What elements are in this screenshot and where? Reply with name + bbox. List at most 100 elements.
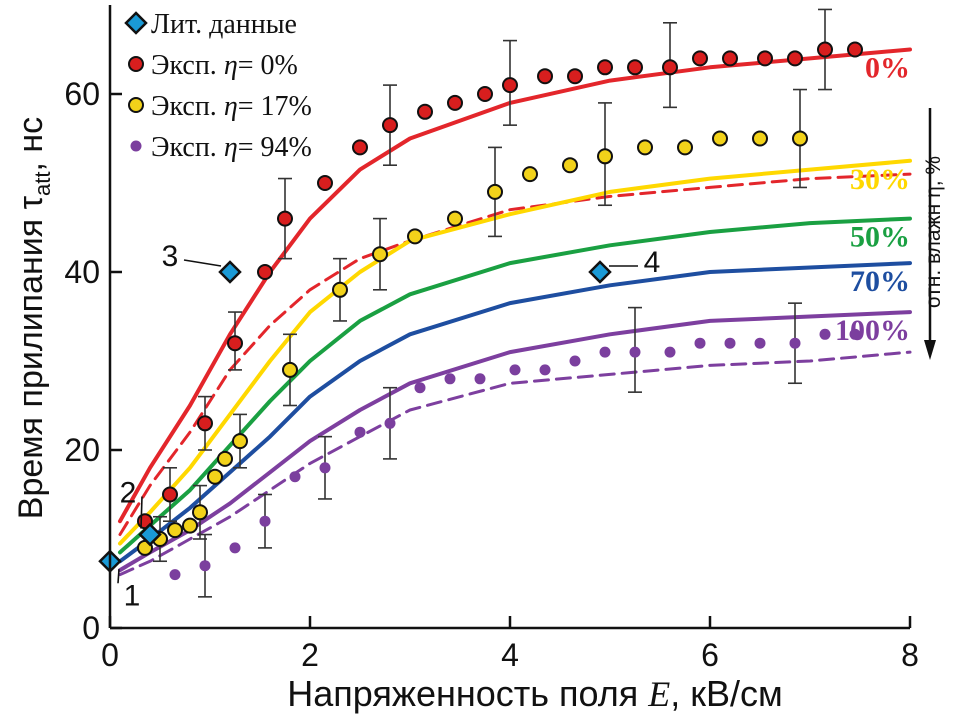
data-point bbox=[354, 426, 366, 438]
data-point bbox=[352, 139, 368, 156]
y-axis-label: Время прилипания τatt, нс bbox=[12, 117, 55, 519]
literature-point bbox=[138, 522, 162, 547]
data-point bbox=[282, 361, 298, 378]
x-tick-label: 2 bbox=[301, 637, 319, 673]
data-point bbox=[232, 433, 248, 450]
data-point bbox=[752, 130, 768, 147]
literature-point bbox=[588, 260, 612, 284]
x-tick-label: 0 bbox=[101, 637, 119, 673]
data-point bbox=[724, 337, 736, 349]
data-point bbox=[447, 210, 463, 227]
data-point bbox=[182, 517, 198, 534]
data-point bbox=[417, 103, 433, 120]
data-point bbox=[487, 183, 503, 200]
data-point bbox=[597, 148, 613, 165]
data-point bbox=[227, 335, 243, 352]
data-point bbox=[199, 560, 211, 572]
data-point bbox=[229, 542, 241, 554]
data-point bbox=[382, 117, 398, 134]
data-point bbox=[217, 450, 233, 467]
curve-line bbox=[118, 261, 912, 564]
data-point bbox=[629, 346, 641, 358]
curve-line bbox=[118, 172, 912, 536]
x-axis-label: Напряженность поля E, кВ/см bbox=[287, 673, 783, 714]
curve-label: 50% bbox=[850, 221, 910, 254]
data-point bbox=[259, 515, 271, 527]
data-point bbox=[692, 50, 708, 67]
data-point bbox=[509, 364, 521, 376]
data-point bbox=[664, 346, 676, 358]
right-axis-arrow-head bbox=[924, 340, 936, 360]
data-point bbox=[207, 468, 223, 485]
data-point bbox=[317, 175, 333, 191]
data-point bbox=[599, 346, 611, 358]
axes: 0 2 4 6 8 0 20 40 60 bbox=[64, 5, 919, 673]
data-point bbox=[289, 471, 301, 483]
legend-label: Лит. данные bbox=[151, 9, 297, 40]
literature-point bbox=[218, 260, 242, 284]
legend: Лит. данные Эксп. η= 0% Эксп. η= 17% Эксп. … bbox=[124, 9, 312, 163]
right-axis-label: отн. влажн η, % bbox=[922, 156, 945, 308]
y-tick-label: 20 bbox=[64, 432, 100, 468]
data-point bbox=[847, 41, 863, 58]
data-point bbox=[569, 355, 581, 367]
data-point bbox=[787, 50, 803, 67]
legend-marker bbox=[128, 56, 144, 72]
data-point bbox=[447, 94, 463, 111]
data-point bbox=[319, 462, 331, 474]
data-point bbox=[597, 59, 613, 76]
literature-point-label: 1 bbox=[124, 579, 141, 612]
data-point bbox=[197, 415, 213, 432]
data-point bbox=[257, 264, 273, 280]
experimental-points bbox=[137, 8, 863, 598]
data-point bbox=[474, 373, 486, 385]
data-point bbox=[662, 59, 678, 76]
data-point bbox=[567, 68, 583, 85]
data-point bbox=[162, 486, 178, 503]
literature-point-label: 4 bbox=[644, 246, 661, 279]
data-point bbox=[537, 68, 553, 85]
y-tick-label: 60 bbox=[64, 76, 100, 112]
data-point bbox=[722, 50, 738, 67]
legend-label: Эксп. η= 94% bbox=[151, 132, 312, 163]
data-point bbox=[167, 522, 183, 539]
theory-curves: 0% 30% 50% 70% 100% bbox=[118, 47, 912, 577]
literature-point-label: 2 bbox=[120, 477, 137, 510]
data-point bbox=[277, 210, 293, 227]
curve-line bbox=[118, 216, 912, 555]
data-point bbox=[792, 130, 808, 147]
curve-label: 70% bbox=[850, 265, 910, 298]
data-point bbox=[477, 86, 493, 102]
literature-point-label: 3 bbox=[162, 240, 179, 273]
y-tick-label: 0 bbox=[82, 610, 100, 646]
data-point bbox=[712, 130, 728, 147]
data-point bbox=[789, 337, 801, 349]
data-point bbox=[414, 382, 426, 394]
data-point bbox=[849, 328, 861, 340]
y-tick-label: 40 bbox=[64, 254, 100, 290]
data-point bbox=[819, 328, 831, 340]
legend-marker bbox=[128, 97, 144, 113]
data-point bbox=[694, 337, 706, 349]
curve-label: 100% bbox=[835, 314, 910, 347]
data-point bbox=[384, 417, 396, 429]
data-point bbox=[757, 50, 773, 67]
data-point bbox=[677, 139, 693, 156]
literature-leader-line bbox=[140, 496, 143, 529]
data-point bbox=[539, 364, 551, 376]
data-point bbox=[562, 157, 578, 174]
curve-line bbox=[118, 158, 912, 546]
x-tick-label: 8 bbox=[901, 637, 919, 673]
curve-label: 0% bbox=[865, 52, 910, 85]
data-point bbox=[817, 41, 833, 58]
x-tick-label: 6 bbox=[701, 637, 719, 673]
data-point bbox=[372, 246, 388, 263]
data-point bbox=[332, 281, 348, 298]
data-point bbox=[192, 504, 208, 521]
literature-leader-line bbox=[117, 569, 120, 584]
literature-leader-line bbox=[183, 259, 222, 267]
legend-label: Эксп. η= 17% bbox=[151, 91, 312, 122]
data-point bbox=[627, 59, 643, 76]
x-tick-label: 4 bbox=[501, 637, 519, 673]
